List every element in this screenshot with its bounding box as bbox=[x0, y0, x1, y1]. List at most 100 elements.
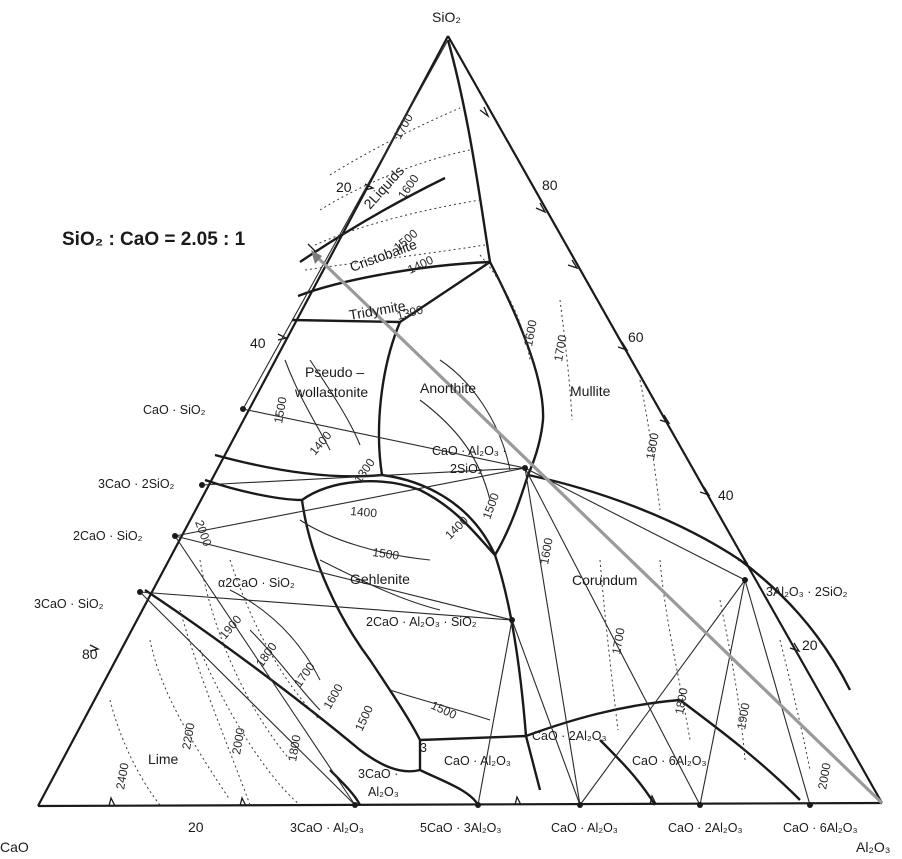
iso-1800-mul: 1800 bbox=[643, 431, 661, 460]
iso-1900-c2s: 1900 bbox=[217, 612, 245, 642]
boundary-mullite-corundum bbox=[527, 473, 852, 691]
iso-1500-wol: 1500 bbox=[271, 395, 289, 424]
ratio-arrowhead bbox=[311, 250, 322, 264]
label-ca2: CaO · 2Al₂O₃ bbox=[668, 821, 743, 835]
field-corundum: Corundum bbox=[572, 572, 637, 588]
field-ca2: CaO · 2Al₂O₃ bbox=[532, 729, 607, 743]
label-c3s: 3CaO · SiO₂ bbox=[34, 597, 104, 611]
right-tick-60: 60 bbox=[628, 329, 644, 345]
boundary-anorthite-mullite bbox=[488, 261, 545, 476]
iso-1600-c2s: 1600 bbox=[320, 681, 346, 711]
iso-1700-top: 1700 bbox=[390, 111, 416, 141]
iso-2000-cor: 2000 bbox=[815, 761, 833, 790]
boundary-gehlenite-c2s bbox=[300, 499, 422, 741]
triangle-outline bbox=[37, 35, 883, 808]
boundary-c3a-ca bbox=[418, 740, 480, 806]
point-ca6 bbox=[807, 802, 813, 808]
point-cao-sio2 bbox=[240, 406, 246, 412]
point-c3a bbox=[352, 802, 358, 808]
boundary-wollastonite-anorthite bbox=[377, 321, 402, 476]
vertex-label-al2o3: Al₂O₃ bbox=[856, 839, 890, 855]
iso-1700-cor: 1700 bbox=[609, 626, 627, 655]
boundary-gehlenite-corundum bbox=[493, 554, 528, 737]
iso-1400-geh: 1400 bbox=[350, 504, 378, 520]
iso-1400-wol: 1400 bbox=[307, 428, 335, 458]
field-c2s: α2CaO · SiO₂ bbox=[218, 576, 295, 590]
edge-tick-marks bbox=[89, 106, 801, 807]
boundary-ca-field bbox=[419, 734, 542, 791]
boundary-c3s2-c2s bbox=[204, 478, 303, 502]
field-lime: Lime bbox=[148, 751, 179, 767]
field-c3a-2: Al₂O₃ bbox=[368, 785, 399, 799]
iso-1500-c2s: 1500 bbox=[352, 703, 376, 733]
ratio-pointer bbox=[307, 243, 317, 253]
field-ca: CaO · Al₂O₃ bbox=[444, 754, 511, 768]
field-pseudo-1: Pseudo – bbox=[305, 364, 364, 380]
boundary-lime-c2s bbox=[144, 589, 421, 773]
boundary-ca6 bbox=[679, 699, 801, 801]
right-tick-40: 40 bbox=[718, 487, 734, 503]
iso-1300-top: 1300 bbox=[395, 302, 425, 323]
label-c2s: 2CaO · SiO₂ bbox=[73, 529, 143, 543]
label-c3s2: 3CaO · 2SiO₂ bbox=[98, 477, 175, 491]
vertex-label-cao: CaO bbox=[0, 839, 29, 855]
iso-2000-c2s: 2000 bbox=[192, 518, 214, 548]
iso-2400-lime: 2400 bbox=[113, 761, 131, 790]
iso-1500-geh2: 1500 bbox=[429, 698, 459, 722]
boundary-anorthite-corundum bbox=[493, 474, 530, 556]
iso-1500-geh: 1500 bbox=[372, 545, 401, 563]
point-ca2 bbox=[697, 802, 703, 808]
right-tick-80: 80 bbox=[542, 177, 558, 193]
iso-1800-c2s: 1800 bbox=[253, 640, 280, 670]
iso-2200-lime: 2200 bbox=[179, 721, 197, 750]
compatibility-lines bbox=[139, 39, 811, 806]
field-anorthite-formula-1: CaO · Al₂O₃ · bbox=[432, 444, 507, 458]
field-ca6: CaO · 6Al₂O₃ bbox=[632, 754, 707, 768]
field-gehlenite-formula: 2CaO · Al₂O₃ · SiO₂ bbox=[366, 615, 477, 629]
left-tick-80: 80 bbox=[82, 646, 98, 662]
iso-1400-an: 1400 bbox=[442, 513, 471, 542]
point-ca bbox=[577, 802, 583, 808]
field-gehlenite: Gehlenite bbox=[350, 571, 410, 587]
point-c2s bbox=[172, 533, 178, 539]
iso-1800-cor: 1800 bbox=[672, 686, 690, 715]
boundary-silica-mullite bbox=[446, 39, 492, 263]
point-c5a3 bbox=[475, 802, 481, 808]
iso-1500-an: 1500 bbox=[480, 491, 502, 521]
label-c3a: 3CaO · Al₂O₃ bbox=[290, 821, 364, 835]
isotherm-curves bbox=[109, 107, 811, 806]
compound-points bbox=[137, 406, 813, 808]
ratio-join-line bbox=[313, 253, 884, 805]
label-cao-sio2: CaO · SiO₂ bbox=[143, 403, 206, 417]
boundary-corundum-ca2 bbox=[525, 698, 681, 738]
field-pseudo-2: wollastonite bbox=[294, 384, 368, 400]
field-small-3: 3 bbox=[420, 741, 427, 755]
ratio-annotation: SiO₂ : CaO = 2.05 : 1 bbox=[62, 229, 246, 250]
boundary-anorthite-gehlenite bbox=[381, 473, 497, 556]
boundary-gehlenite-outer bbox=[301, 480, 496, 556]
ratio-line bbox=[307, 243, 884, 805]
label-c5a3: 5CaO · 3Al₂O₃ bbox=[420, 821, 502, 835]
right-edge bbox=[447, 35, 883, 804]
isotherm-solid-curves bbox=[229, 359, 511, 721]
boundary-cristobalite-tridymite bbox=[297, 260, 491, 298]
point-anorthite bbox=[522, 465, 528, 471]
point-c3s2 bbox=[199, 482, 205, 488]
phase-boundaries bbox=[144, 39, 852, 806]
boundary-ca2-ca6 bbox=[599, 739, 657, 806]
left-edge bbox=[37, 35, 449, 807]
point-a3s2 bbox=[742, 577, 748, 583]
bottom-tick-20: 20 bbox=[188, 819, 204, 835]
iso-1600-cor: 1600 bbox=[537, 536, 555, 565]
label-ca6: CaO · 6Al₂O₃ bbox=[783, 821, 858, 835]
iso-2000-lime: 2000 bbox=[229, 726, 247, 755]
right-tick-20: 20 bbox=[802, 637, 818, 653]
label-ca: CaO · Al₂O₃ bbox=[551, 821, 618, 835]
field-anorthite: Anorthite bbox=[420, 380, 476, 396]
iso-1700-c2s: 1700 bbox=[291, 660, 318, 690]
iso-1600-an: 1600 bbox=[521, 318, 539, 347]
left-tick-40: 40 bbox=[250, 335, 266, 351]
label-a3s2: 3Al₂O₃ · 2SiO₂ bbox=[766, 585, 848, 599]
point-gehlenite bbox=[509, 617, 515, 623]
iso-1900-cor: 1900 bbox=[734, 701, 752, 730]
